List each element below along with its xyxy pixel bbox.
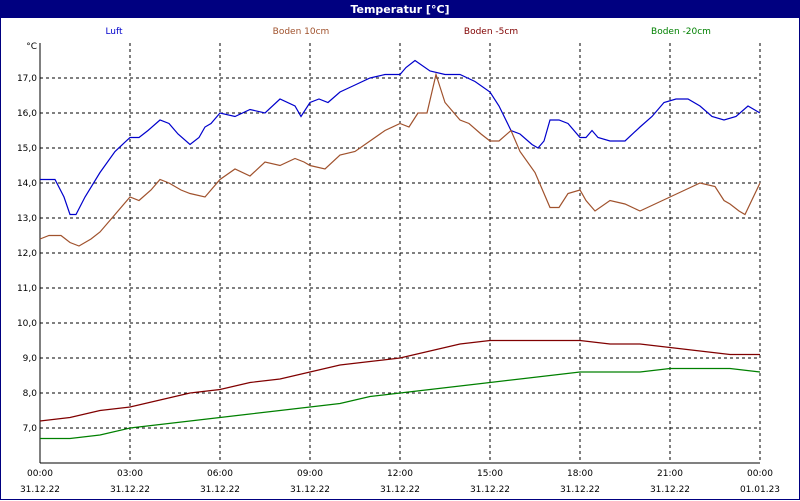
y-tick-label: 15,0 [17,144,37,154]
y-tick-label: 10,0 [17,319,37,329]
x-tick-date: 31.12.22 [200,485,240,495]
legend-entry: Boden -5cm [464,27,518,37]
x-tick-date: 31.12.22 [560,485,600,495]
series-line-4 [40,367,761,440]
x-tick-date: 31.12.22 [20,485,60,495]
x-tick-time: 21:00 [657,469,683,479]
x-tick-date: 31.12.22 [650,485,690,495]
legend-entry: Boden -20cm [651,27,711,37]
series-line-2 [39,72,761,247]
legend-entry: Luft [105,27,123,37]
y-tick-label: 12,0 [17,249,37,259]
x-tick-date: 31.12.22 [470,485,510,495]
x-tick-time: 00:00 [747,469,773,479]
y-tick-label: 14,0 [17,179,37,189]
x-tick-time: 00:00 [27,469,53,479]
x-tick-time: 15:00 [477,469,503,479]
y-tick-label: 13,0 [17,214,37,224]
legend-entry: Boden 10cm [273,27,330,37]
y-tick-label: 16,0 [17,109,37,119]
y-tick-label: 9,0 [23,354,38,364]
y-tick-label: 8,0 [23,389,38,399]
y-tick-label: 7,0 [23,424,38,434]
chart-title: Temperatur [°C] [1,1,799,18]
x-tick-time: 03:00 [117,469,143,479]
series-line-3 [39,339,760,422]
x-tick-date: 31.12.22 [380,485,420,495]
x-tick-time: 18:00 [567,469,593,479]
x-tick-date: 31.12.22 [290,485,330,495]
series-line-1 [40,59,761,216]
y-axis-unit: °C [26,42,37,52]
x-tick-date: 31.12.22 [110,485,150,495]
y-tick-label: 11,0 [17,284,37,294]
y-tick-label: 17,0 [17,74,37,84]
x-tick-date: 01.01.23 [740,485,780,495]
x-tick-time: 09:00 [297,469,323,479]
x-tick-time: 12:00 [387,469,413,479]
x-tick-time: 06:00 [207,469,233,479]
